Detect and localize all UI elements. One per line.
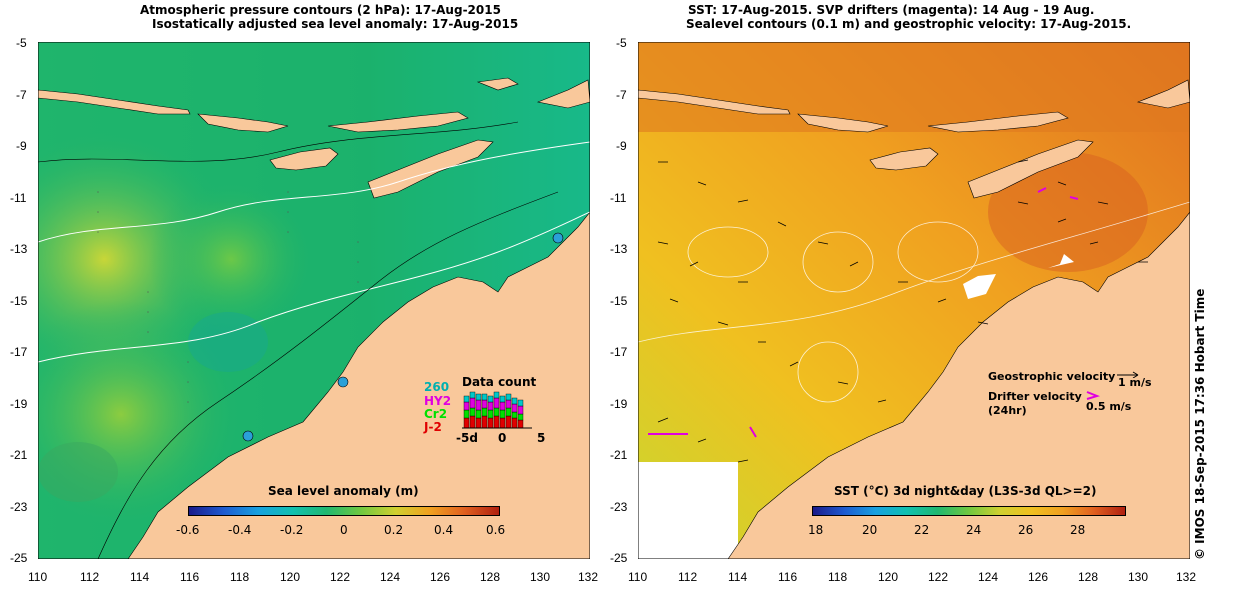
drifter-tracks xyxy=(648,187,1079,438)
drifter-legend-label: Drifter velocity xyxy=(988,390,1082,403)
lat-tick-right: -21 xyxy=(610,448,628,462)
lat-tick-left: -11 xyxy=(10,191,27,205)
lon-tick-right: 118 xyxy=(828,570,848,584)
lombok-island xyxy=(197,113,289,133)
tanimbar-island xyxy=(536,79,590,109)
lat-tick-right: -17 xyxy=(610,345,628,359)
lon-tick-left: 132 xyxy=(578,570,599,584)
lon-tick-right: 126 xyxy=(1028,570,1049,584)
data-count-tick-1: -5d xyxy=(456,431,478,445)
right-colorbar-tick: 22 xyxy=(914,523,930,537)
lon-tick-left: 120 xyxy=(280,570,301,584)
sea-level-colorbar xyxy=(188,506,500,516)
lat-tick-right: -19 xyxy=(610,397,628,411)
right-title-line1: SST: 17-Aug-2015. SVP drifters (magenta)… xyxy=(688,3,1095,17)
lon-tick-right: 128 xyxy=(1078,570,1099,584)
right-colorbar-tick: 26 xyxy=(1018,523,1034,537)
lon-tick-right: 116 xyxy=(778,570,798,584)
right-colorbar-tick: 24 xyxy=(966,523,982,537)
lat-tick-right: -5 xyxy=(616,36,627,50)
java-island xyxy=(38,89,191,115)
drifter-scale-value: 0.5 m/s xyxy=(1086,400,1132,413)
left-colorbar-tick: -0.6 xyxy=(176,523,200,537)
timor-island xyxy=(367,139,494,199)
lon-tick-left: 128 xyxy=(480,570,501,584)
flores-island xyxy=(327,111,469,133)
left-title-line2: Isostatically adjusted sea level anomaly… xyxy=(152,17,519,31)
lat-tick-left: -9 xyxy=(16,139,27,153)
australia-land xyxy=(127,211,590,559)
left-colorbar-tick: -0.4 xyxy=(228,523,252,537)
data-count-tick-2: 0 xyxy=(498,431,507,445)
tide-gauge-marker xyxy=(242,430,254,442)
left-colorbar-tick: -0.2 xyxy=(280,523,304,537)
tide-gauge-marker xyxy=(337,376,349,388)
lon-tick-right: 120 xyxy=(878,570,899,584)
sst-map xyxy=(638,42,1190,559)
left-colorbar-tick: 0.6 xyxy=(486,523,506,537)
credit-text: © IMOS 18-Sep-2015 17:36 Hobart Time xyxy=(1193,288,1207,560)
lon-tick-left: 130 xyxy=(530,570,551,584)
lon-tick-right: 114 xyxy=(728,570,748,584)
lon-tick-right: 124 xyxy=(978,570,999,584)
data-count-tick-3: 5 xyxy=(537,431,546,445)
lat-tick-left: -17 xyxy=(10,345,28,359)
mission-260-label: 260 xyxy=(424,380,450,394)
lat-tick-left: -25 xyxy=(10,551,28,565)
lon-tick-left: 112 xyxy=(80,570,100,584)
lat-tick-left: -5 xyxy=(16,36,27,50)
lat-tick-right: -11 xyxy=(610,191,627,205)
left-colorbar-title: Sea level anomaly (m) xyxy=(268,484,419,498)
data-count-histogram xyxy=(462,391,532,429)
geostrophic-legend-label: Geostrophic velocity xyxy=(988,370,1116,383)
lon-tick-right: 130 xyxy=(1128,570,1149,584)
data-count-title: Data count xyxy=(462,375,537,389)
lat-tick-right: -9 xyxy=(616,139,627,153)
left-colorbar-tick: 0.2 xyxy=(384,523,404,537)
mission-hy2-label: HY2 xyxy=(424,394,452,408)
drifter-legend-sublabel: (24hr) xyxy=(988,404,1027,417)
drifter-scale-arrow xyxy=(1086,391,1100,400)
right-colorbar-tick: 18 xyxy=(808,523,824,537)
geostrophic-scale-value: 1 m/s xyxy=(1118,376,1152,389)
left-title-line1: Atmospheric pressure contours (2 hPa): 1… xyxy=(140,3,501,17)
lat-tick-left: -13 xyxy=(10,242,28,256)
lon-tick-left: 124 xyxy=(380,570,401,584)
mission-cr2-label: Cr2 xyxy=(424,407,448,421)
lat-tick-right: -15 xyxy=(610,294,628,308)
lon-tick-left: 118 xyxy=(230,570,250,584)
lat-tick-right: -13 xyxy=(610,242,628,256)
lat-tick-left: -23 xyxy=(10,500,28,514)
lon-tick-left: 126 xyxy=(430,570,451,584)
left-colorbar-tick: 0.4 xyxy=(434,523,454,537)
lat-tick-right: -7 xyxy=(616,88,627,102)
lat-tick-left: -21 xyxy=(10,448,28,462)
mission-j2-label: J-2 xyxy=(424,420,442,434)
lon-tick-left: 114 xyxy=(130,570,150,584)
lon-tick-left: 110 xyxy=(28,570,48,584)
lon-tick-right: 110 xyxy=(628,570,648,584)
right-colorbar-tick: 20 xyxy=(862,523,878,537)
geostrophic-scale-arrow xyxy=(1117,371,1139,378)
right-colorbar-tick: 28 xyxy=(1070,523,1086,537)
lat-tick-right: -25 xyxy=(610,551,628,565)
sumba-island xyxy=(269,147,339,171)
lon-tick-right: 132 xyxy=(1176,570,1197,584)
lon-tick-left: 122 xyxy=(330,570,351,584)
lat-tick-left: -15 xyxy=(10,294,28,308)
sst-colorbar xyxy=(812,506,1126,516)
lat-tick-left: -19 xyxy=(10,397,28,411)
left-colorbar-tick: 0 xyxy=(340,523,348,537)
right-title-line2: Sealevel contours (0.1 m) and geostrophi… xyxy=(686,17,1132,31)
lon-tick-left: 116 xyxy=(180,570,200,584)
lat-tick-left: -7 xyxy=(16,88,27,102)
lon-tick-right: 112 xyxy=(678,570,698,584)
lat-tick-right: -23 xyxy=(610,500,628,514)
sea-level-map xyxy=(38,42,590,559)
tide-gauge-marker xyxy=(552,232,564,244)
lon-tick-right: 122 xyxy=(928,570,949,584)
right-colorbar-title: SST (°C) 3d night&day (L3S-3d QL>=2) xyxy=(834,484,1097,498)
velocity-arrows xyxy=(657,159,1148,463)
